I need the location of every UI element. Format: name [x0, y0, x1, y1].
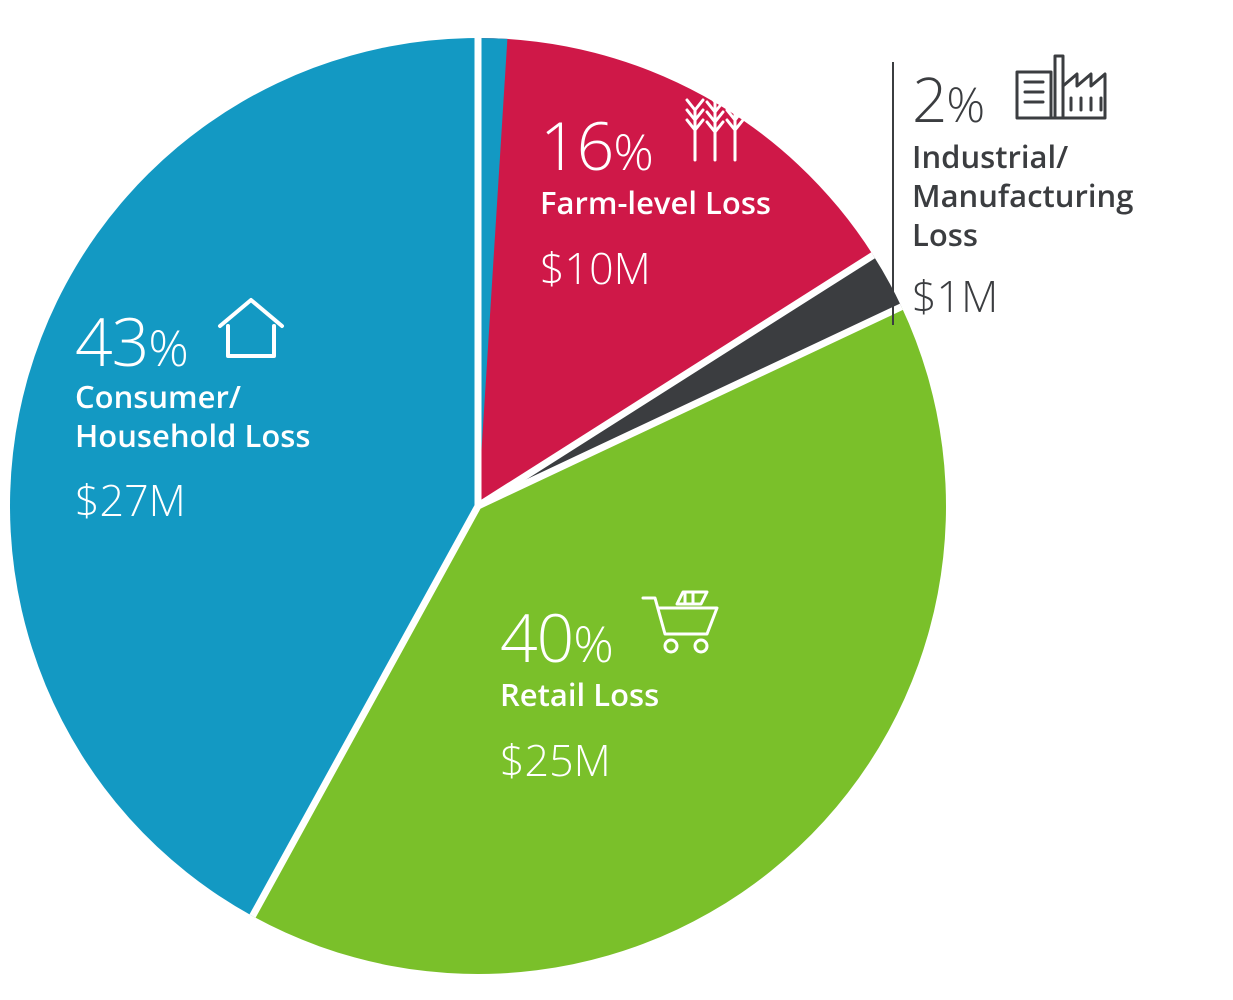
- industrial-label: Industrial/ManufacturingLoss: [912, 138, 1133, 254]
- farm-value: $10M: [540, 238, 771, 297]
- consumer-label: Consumer/Household Loss: [75, 378, 310, 456]
- farm-pct: 16: [540, 100, 613, 190]
- industrial-pct: 2: [912, 57, 946, 141]
- cart-icon: [639, 586, 725, 658]
- slice-label-consumer: 43% Consumer/Household Loss $27M: [75, 296, 310, 529]
- factory-icon: [1013, 50, 1123, 120]
- retail-label: Retail Loss: [500, 674, 725, 716]
- industrial-value: $1M: [912, 266, 1133, 325]
- house-icon: [214, 296, 288, 360]
- slice-label-farm: 16% Farm-level Loss $10M: [540, 90, 771, 297]
- wheat-icon: [675, 90, 755, 162]
- farm-label: Farm-level Loss: [540, 182, 771, 224]
- retail-value: $25M: [500, 730, 725, 789]
- slice-label-industrial: 2% Industrial/ManufacturingLoss $1M: [912, 50, 1133, 325]
- slice-label-retail: 40% Retail Loss $25M: [500, 586, 725, 789]
- consumer-pct: 43: [75, 296, 148, 386]
- retail-pct: 40: [500, 592, 573, 682]
- consumer-value: $27M: [75, 470, 310, 529]
